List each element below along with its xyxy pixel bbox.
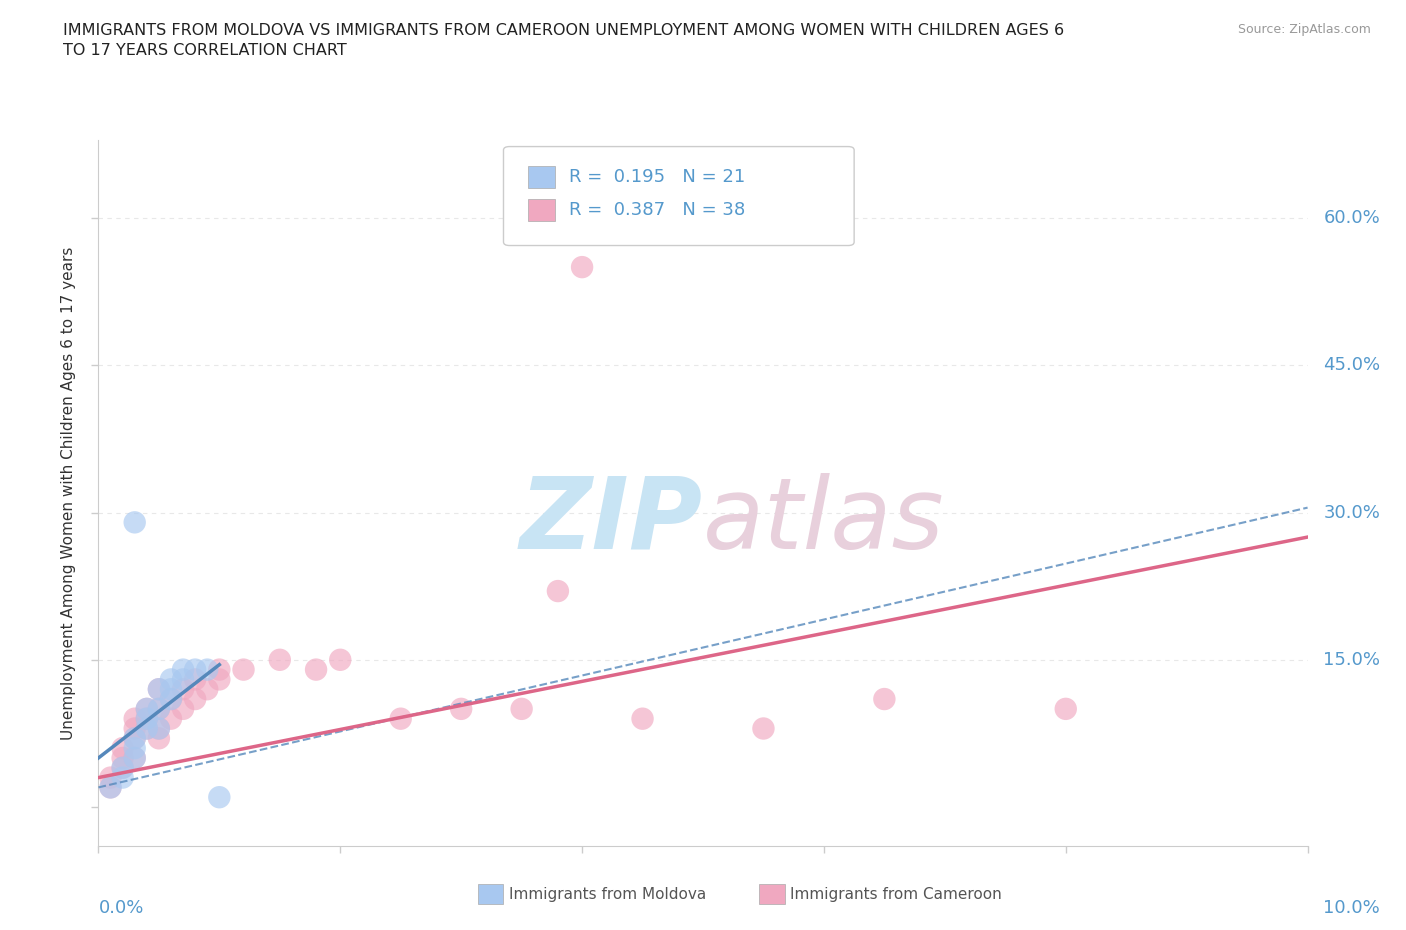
Point <box>100 770 122 785</box>
Point <box>172 662 194 677</box>
Point <box>208 672 231 687</box>
Point <box>389 711 412 726</box>
Point <box>160 672 183 687</box>
Point <box>111 751 134 765</box>
Point <box>135 721 157 736</box>
Point <box>172 701 194 716</box>
Point <box>571 259 593 274</box>
Point <box>111 761 134 776</box>
Point <box>148 721 170 736</box>
Point <box>124 515 146 530</box>
Text: R =  0.387   N = 38: R = 0.387 N = 38 <box>569 201 745 219</box>
Point <box>124 740 146 755</box>
FancyBboxPatch shape <box>527 166 555 188</box>
Y-axis label: Unemployment Among Women with Children Ages 6 to 17 years: Unemployment Among Women with Children A… <box>60 246 76 739</box>
Text: 0.0%: 0.0% <box>98 899 143 917</box>
Point <box>148 682 170 697</box>
Point <box>184 692 207 707</box>
Point <box>873 692 896 707</box>
Point <box>124 711 146 726</box>
Text: atlas: atlas <box>703 472 945 570</box>
Point <box>100 780 122 795</box>
Point <box>124 731 146 746</box>
Point <box>148 721 170 736</box>
Point <box>148 701 170 716</box>
Point <box>208 790 231 804</box>
Point <box>135 721 157 736</box>
Point <box>148 701 170 716</box>
Text: R =  0.195   N = 21: R = 0.195 N = 21 <box>569 168 745 186</box>
Text: 30.0%: 30.0% <box>1323 503 1381 522</box>
Point <box>195 662 218 677</box>
Point <box>135 711 157 726</box>
Text: 15.0%: 15.0% <box>1323 651 1381 669</box>
Point <box>148 682 170 697</box>
Point <box>184 672 207 687</box>
Point <box>160 682 183 697</box>
Point <box>124 751 146 765</box>
Point <box>232 662 254 677</box>
Point <box>135 701 157 716</box>
Point <box>148 731 170 746</box>
Point <box>124 721 146 736</box>
Text: Source: ZipAtlas.com: Source: ZipAtlas.com <box>1237 23 1371 36</box>
Point <box>547 584 569 599</box>
Point <box>305 662 328 677</box>
Text: Immigrants from Cameroon: Immigrants from Cameroon <box>790 887 1002 902</box>
Text: ZIP: ZIP <box>520 472 703 570</box>
Point <box>111 761 134 776</box>
Point <box>124 731 146 746</box>
Point <box>160 692 183 707</box>
Point <box>135 711 157 726</box>
Point <box>184 662 207 677</box>
Point <box>510 701 533 716</box>
Point <box>100 780 122 795</box>
FancyBboxPatch shape <box>503 147 855 246</box>
Point <box>124 751 146 765</box>
Point <box>1054 701 1077 716</box>
Point <box>111 740 134 755</box>
Point <box>329 652 352 667</box>
Point <box>208 662 231 677</box>
Point <box>631 711 654 726</box>
Point <box>160 692 183 707</box>
Point <box>195 682 218 697</box>
Text: 45.0%: 45.0% <box>1323 356 1381 374</box>
Text: Immigrants from Moldova: Immigrants from Moldova <box>509 887 706 902</box>
Text: 60.0%: 60.0% <box>1323 209 1381 227</box>
Point <box>450 701 472 716</box>
Point <box>752 721 775 736</box>
Point <box>135 701 157 716</box>
Point <box>172 672 194 687</box>
Point <box>160 711 183 726</box>
Text: 10.0%: 10.0% <box>1323 899 1381 917</box>
Text: IMMIGRANTS FROM MOLDOVA VS IMMIGRANTS FROM CAMEROON UNEMPLOYMENT AMONG WOMEN WIT: IMMIGRANTS FROM MOLDOVA VS IMMIGRANTS FR… <box>63 23 1064 58</box>
FancyBboxPatch shape <box>527 199 555 221</box>
Point <box>269 652 291 667</box>
Point <box>172 682 194 697</box>
Point <box>111 770 134 785</box>
